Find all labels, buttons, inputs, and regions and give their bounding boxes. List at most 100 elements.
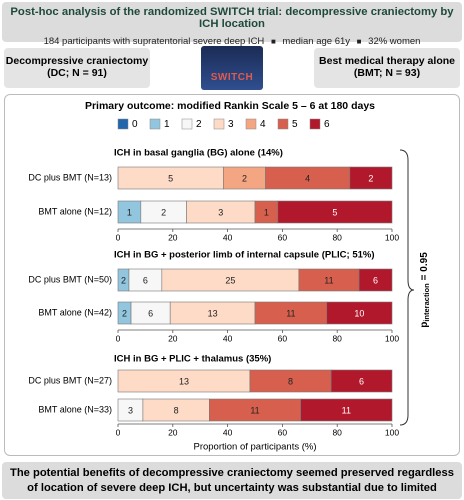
fact: 32% women <box>368 36 421 47</box>
segment-label: 2 <box>242 173 247 183</box>
segment-label: 2 <box>368 173 373 183</box>
p-symbol: p <box>419 322 430 328</box>
bar-segment <box>349 166 393 190</box>
header-title: Post-hoc analysis of the randomized SWIT… <box>10 6 454 30</box>
logo: SWITCH <box>201 46 263 90</box>
arm-box: Decompressive craniectomy (DC; N = 91) <box>4 48 150 88</box>
x-axis-label: Proportion of participants (%) <box>193 442 316 453</box>
panel-title: ICH in basal ganglia (BG) alone (14%) <box>114 148 283 159</box>
x-tick-label: 80 <box>332 427 342 437</box>
segment-label: 6 <box>373 275 378 285</box>
fact: 184 participants with supratentorial sev… <box>43 36 265 47</box>
header-facts: 184 participants with supratentorial sev… <box>2 36 462 47</box>
panel-title: ICH in BG + posterior limb of internal c… <box>114 250 375 261</box>
segment-label: 8 <box>288 376 293 386</box>
segment-label: 8 <box>174 405 179 415</box>
bullet: ■ <box>270 37 276 46</box>
x-tick-label: 20 <box>168 427 178 437</box>
x-tick-label: 0 <box>116 232 121 242</box>
row-label: BMT alone (N=12) <box>38 206 112 216</box>
x-tick-label: 100 <box>385 333 399 343</box>
arm-name: Best medical therapy alone <box>319 55 455 67</box>
arm-detail: (BMT; N = 93) <box>353 67 421 79</box>
segment-label: 6 <box>148 308 153 318</box>
p-value: = 0.95 <box>419 252 430 281</box>
legend-label: 0 <box>132 119 138 130</box>
legend-label: 4 <box>260 119 266 130</box>
arm-name: Decompressive craniectomy <box>5 55 149 67</box>
row-label: DC plus BMT (N=13) <box>28 172 112 182</box>
segment-label: 3 <box>218 207 223 217</box>
arm-box: Best medical therapy alone (BMT; N = 93) <box>314 48 460 88</box>
legend-swatch <box>309 118 321 130</box>
segment-label: 2 <box>161 207 166 217</box>
footer-text: The potential benefits of decompressive … <box>10 467 454 500</box>
row-label: BMT alone (N=33) <box>38 404 112 414</box>
segment-label: 4 <box>305 173 310 183</box>
x-tick-label: 100 <box>385 232 399 242</box>
legend-label: 6 <box>324 119 330 130</box>
chart-title: Primary outcome: modified Rankin Scale 5… <box>85 100 375 112</box>
segment-label: 10 <box>354 308 364 318</box>
x-tick-label: 60 <box>278 427 288 437</box>
x-tick-label: 40 <box>223 232 233 242</box>
bar-segment <box>358 268 393 292</box>
footer: The potential benefits of decompressive … <box>2 462 462 500</box>
segment-label: 1 <box>264 207 269 217</box>
x-tick-label: 0 <box>116 333 121 343</box>
segment-label: 2 <box>121 275 126 285</box>
p-subscript: interaction <box>422 283 431 322</box>
bar-segment <box>330 369 393 393</box>
x-tick-label: 80 <box>332 333 342 343</box>
row-label: DC plus BMT (N=27) <box>28 375 112 385</box>
row-label: BMT alone (N=42) <box>38 307 112 317</box>
p-interaction: pinteraction = 0.95 <box>419 252 431 328</box>
legend-label: 3 <box>228 119 234 130</box>
arm-detail: (DC; N = 91) <box>47 67 107 79</box>
legend-swatch <box>117 118 129 130</box>
segment-label: 25 <box>225 275 235 285</box>
bullet: ■ <box>356 37 362 46</box>
legend-label: 2 <box>196 119 202 130</box>
segment-label: 5 <box>332 207 337 217</box>
brace <box>399 149 415 426</box>
bar-segment <box>277 200 393 224</box>
legend-swatch <box>149 118 161 130</box>
segment-label: 11 <box>324 275 333 285</box>
segment-label: 11 <box>250 405 259 415</box>
bar-segment <box>300 398 393 422</box>
x-tick-label: 60 <box>278 232 288 242</box>
fact: median age 61y <box>282 36 351 47</box>
bar-segment <box>326 301 393 325</box>
x-tick-label: 40 <box>223 333 233 343</box>
segment-label: 1 <box>127 207 132 217</box>
legend-swatch <box>213 118 225 130</box>
legend-label: 5 <box>292 119 298 130</box>
legend-swatch <box>245 118 257 130</box>
legend-swatch <box>277 118 289 130</box>
segment-label: 5 <box>168 173 173 183</box>
header: Post-hoc analysis of the randomized SWIT… <box>2 2 462 47</box>
x-tick-label: 0 <box>116 427 121 437</box>
chart: Primary outcome: modified Rankin Scale 5… <box>28 100 431 453</box>
segment-label: 3 <box>128 405 133 415</box>
row-label: DC plus BMT (N=50) <box>28 274 112 284</box>
panel-title: ICH in BG + PLIC + thalamus (35%) <box>114 354 271 365</box>
segment-label: 2 <box>122 308 127 318</box>
segment-label: 11 <box>286 308 295 318</box>
segment-label: 11 <box>342 405 351 415</box>
segment-label: 13 <box>208 308 218 318</box>
x-tick-label: 20 <box>168 333 178 343</box>
x-tick-label: 80 <box>332 232 342 242</box>
segment-label: 13 <box>179 376 189 386</box>
x-tick-label: 100 <box>385 427 399 437</box>
logo-text: SWITCH <box>210 72 254 83</box>
x-tick-label: 20 <box>168 232 178 242</box>
segment-label: 6 <box>143 275 148 285</box>
x-tick-label: 40 <box>223 427 233 437</box>
x-tick-label: 60 <box>278 333 288 343</box>
segment-label: 6 <box>359 376 364 386</box>
legend-label: 1 <box>164 119 170 130</box>
legend-swatch <box>181 118 193 130</box>
